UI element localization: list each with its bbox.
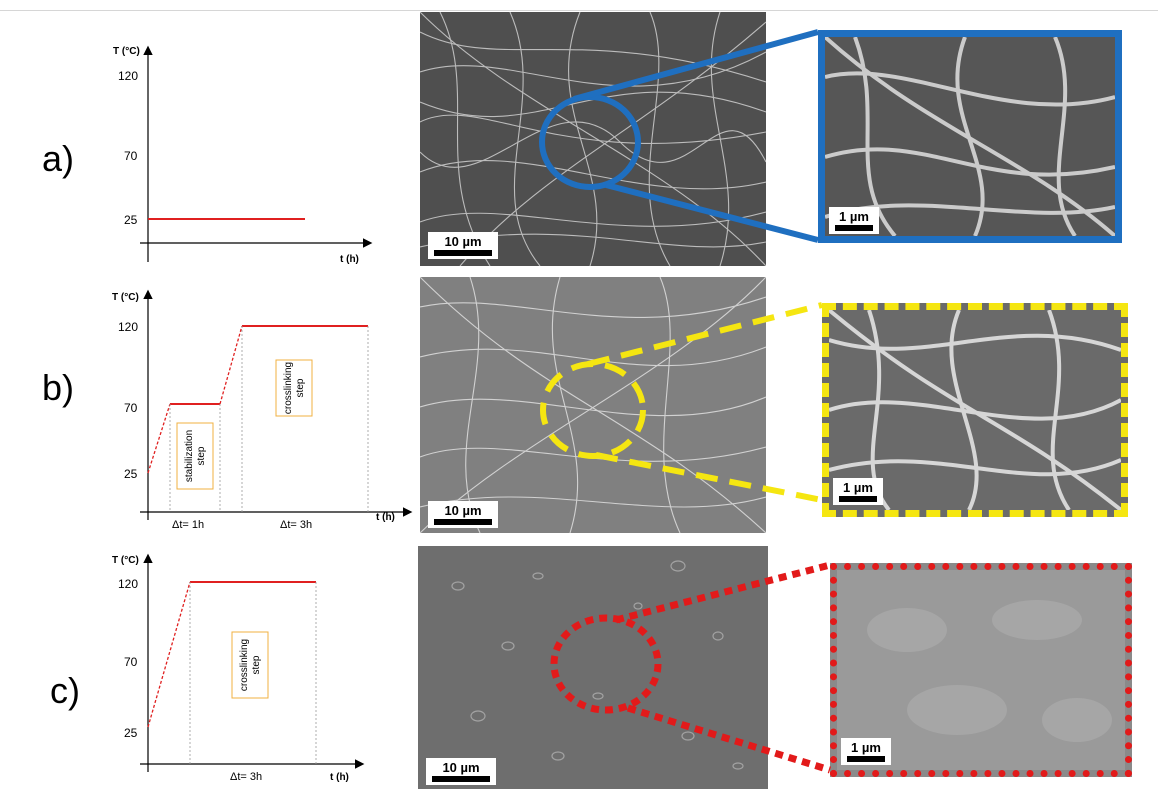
- zoom-fiber-texture-a: [825, 37, 1115, 236]
- duration-1h-b: Δt= 1h: [172, 519, 204, 531]
- zoom-panel-a: 1 µm: [818, 30, 1122, 243]
- zoom-scale-bar-a: 1 µm: [829, 207, 879, 234]
- zoom-scale-label-a: 1 µm: [839, 209, 869, 224]
- scale-bar-label-c: 10 µm: [442, 760, 480, 775]
- stabilization-step-line1: stabilization: [184, 430, 195, 482]
- sem-image-b: 10 µm: [420, 277, 766, 533]
- y-tick-25-b: 25: [124, 467, 138, 481]
- x-axis-label-b: t (h): [376, 512, 395, 523]
- ramp-c: [147, 581, 191, 728]
- film-texture-c: [418, 546, 768, 789]
- y-tick-70-c: 70: [124, 655, 138, 669]
- scale-bar-a: 10 µm: [428, 232, 498, 259]
- y-tick-120-a: 120: [118, 69, 138, 83]
- y-axis-label-a: T (°C): [113, 46, 140, 57]
- crosslinking-step-line1-c: crosslinking: [239, 639, 250, 691]
- duration-3h-c: Δt= 3h: [230, 771, 262, 783]
- fiber-texture-a: [420, 12, 766, 266]
- ramp-1-b: [147, 403, 171, 474]
- crosslinking-step-line2-c: step: [251, 655, 262, 674]
- y-tick-120-c: 120: [118, 577, 138, 591]
- zoom-scale-label-b: 1 µm: [843, 480, 873, 495]
- x-axis-label-c: t (h): [330, 772, 349, 783]
- zoom-panel-c: 1 µm: [830, 563, 1132, 777]
- scale-bar-c: 10 µm: [426, 758, 496, 785]
- y-axis-label-c: T (°C): [112, 555, 139, 566]
- zoom-panel-b: 1 µm: [822, 303, 1128, 517]
- zoom-scale-label-c: 1 µm: [851, 740, 881, 755]
- profile-plot-b: T (°C) 120 70 25 stabilization step cros…: [112, 289, 413, 531]
- sem-image-a: 10 µm: [420, 12, 766, 266]
- crosslinking-step-box-b: [275, 359, 313, 417]
- row-b-label: b): [42, 367, 75, 408]
- zoom-scale-bar-c: 1 µm: [841, 738, 891, 765]
- scale-bar-label-b: 10 µm: [444, 503, 482, 518]
- y-tick-120-b: 120: [118, 320, 138, 334]
- stabilization-step-box: [176, 422, 214, 490]
- crosslinking-step-box-c: [231, 631, 269, 699]
- x-axis-label-a: t (h): [340, 254, 359, 265]
- sem-image-c: 10 µm: [418, 546, 768, 789]
- stabilization-step-line2: step: [196, 446, 207, 465]
- temperature-profiles: T (°C) 120 70 25 t (h) T (°C) 120 70 25 …: [112, 45, 413, 783]
- crosslinking-step-line1-b: crosslinking: [283, 362, 294, 414]
- row-c-label: c): [50, 670, 80, 711]
- y-tick-70-b: 70: [124, 401, 138, 415]
- profile-plot-a: T (°C) 120 70 25 t (h): [113, 45, 373, 265]
- y-tick-70-a: 70: [124, 149, 138, 163]
- scale-bar-b: 10 µm: [428, 501, 498, 528]
- row-a-label: a): [42, 138, 75, 179]
- scale-bar-label-a: 10 µm: [444, 234, 482, 249]
- fiber-texture-b: [420, 277, 766, 533]
- y-tick-25-c: 25: [124, 726, 138, 740]
- duration-3h-b: Δt= 3h: [280, 519, 312, 531]
- y-axis-label-b: T (°C): [112, 292, 139, 303]
- top-divider: [0, 10, 1158, 11]
- zoom-scale-bar-b: 1 µm: [833, 478, 883, 505]
- crosslinking-step-line2-b: step: [295, 378, 306, 397]
- y-tick-25-a: 25: [124, 213, 138, 227]
- zoom-film-texture-c: [837, 570, 1125, 770]
- profile-plot-c: T (°C) 120 70 25 crosslinking step Δt= 3…: [112, 553, 365, 783]
- ramp-2-b: [219, 325, 243, 405]
